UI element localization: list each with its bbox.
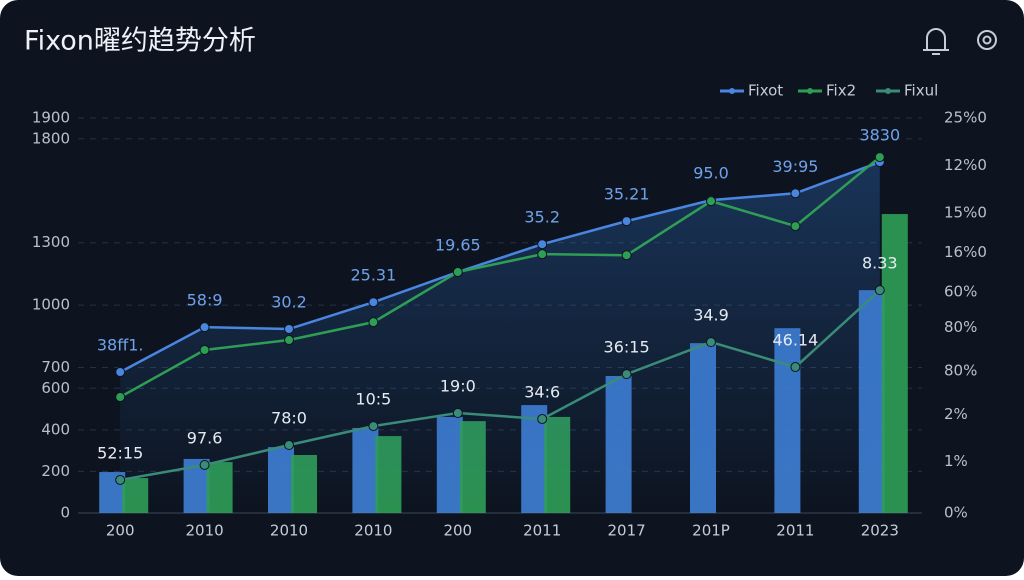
x-tick-label: 2010 [270,522,308,540]
data-label: 46.14 [772,331,818,350]
y2-tick-label: 12%0 [944,156,987,174]
y2-tick-label: 1% [944,452,968,470]
data-label: 34.9 [693,306,729,325]
y-tick-label: 0 [60,504,70,522]
point [621,369,632,380]
point [199,459,210,470]
y-tick-label: 200 [41,462,70,480]
chart-title: Fixon曜约趋势分析 [24,26,256,57]
x-tick-label: 2017 [608,522,646,540]
point [199,322,210,333]
line [119,156,881,399]
y-tick-label: 400 [41,420,70,438]
point [874,152,885,163]
point [621,250,632,261]
legend-dot [885,88,891,94]
y-tick-label: 1300 [32,233,70,251]
point [874,285,885,296]
point [284,440,294,451]
point [452,408,463,419]
data-label: 8.33 [862,254,898,273]
point [115,391,126,402]
point [368,421,379,432]
data-label: 78:0 [271,409,307,428]
y2-tick-label: 60% [944,282,977,300]
y2-tick-label: 80% [944,318,977,336]
x-tick-label: 200 [106,522,135,540]
x-tick-label: 2010 [186,522,224,540]
y2-tick-label: 0% [944,504,968,522]
point [284,324,294,335]
data-label: 58:9 [187,291,223,310]
settings-icon[interactable] [977,30,997,50]
legend-label: Fix2 [826,82,856,100]
data-label: 95.0 [693,164,729,183]
x-tick-label: 2023 [861,522,899,540]
line [119,289,881,482]
point [706,337,716,348]
point [621,216,632,227]
point [368,297,379,308]
legend-dot [807,88,813,94]
y-tick-label: 1000 [32,296,70,314]
data-label: 38ff1. [97,336,144,355]
y2-tick-label: 2% [944,405,968,423]
point [790,362,801,373]
x-tick-label: 2010 [354,522,392,540]
point [452,267,463,278]
y2-tick-label: 15%0 [944,203,987,221]
x-tick-label: 2011 [523,522,561,540]
y-tick-label: 1900 [32,109,70,127]
bell-icon[interactable] [923,28,949,55]
line-area [120,162,880,514]
y-tick-label: 700 [41,358,70,376]
x-tick-label: 201P [692,522,730,540]
data-label: 35.21 [604,185,650,204]
y2-tick-label: 80% [944,361,977,379]
data-label: 25.31 [350,266,396,285]
point [537,249,548,260]
point [537,239,548,250]
y2-tick-label: 16%0 [944,243,987,261]
data-label: 19.65 [435,236,481,255]
data-label: 34:6 [524,383,560,402]
y-tick-label: 600 [41,379,70,397]
point [368,317,379,328]
legend-label: Fixul [904,82,938,100]
legend-label: Fixot [748,82,783,100]
bar [881,214,908,513]
x-tick-label: 200 [443,522,472,540]
data-label: 19:0 [440,377,476,396]
data-label: 36:15 [604,338,650,357]
data-label: 10:5 [355,390,391,409]
data-label: 30.2 [271,293,307,312]
point [115,367,126,378]
y2-tick-label: 25%0 [944,109,987,127]
data-label: 39:95 [772,157,818,176]
point [706,196,716,207]
point [790,188,801,199]
point [199,345,210,356]
point [115,474,126,485]
y-tick-label: 1800 [32,129,70,147]
line [119,160,881,374]
data-label: 52:15 [97,443,143,462]
data-label: 35.2 [524,208,560,227]
legend-dot [729,88,735,94]
point [284,335,294,346]
data-label: 3830 [859,126,900,145]
data-label: 97.6 [187,428,223,447]
point [790,221,801,232]
x-tick-label: 2011 [776,522,814,540]
point [537,414,548,425]
